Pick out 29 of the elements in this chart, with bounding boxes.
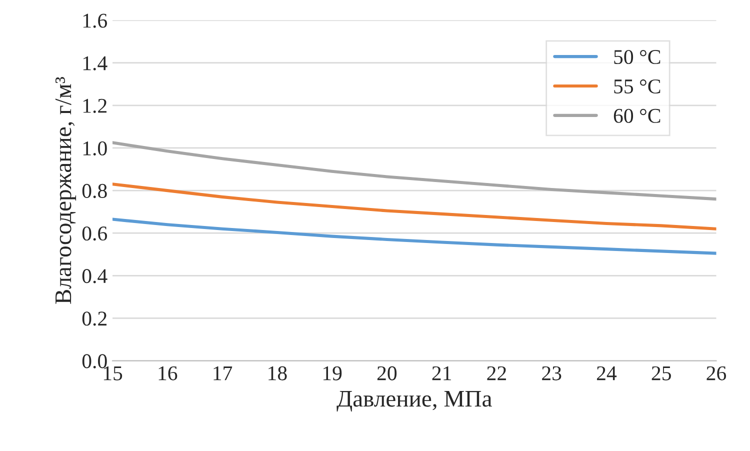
y-tick-label: 1.2 [83,98,106,113]
x-tick-label: 18 [268,366,287,380]
y-tick-label: 0.6 [82,226,108,241]
x-tick-label: 23 [542,366,562,380]
x-tick-label: 17 [214,366,232,380]
y-tick-label: 1.6 [83,14,108,28]
y-tick-label: 1.0 [83,141,107,156]
x-tick-label: 22 [487,366,506,380]
line-series [112,141,716,201]
y-tick-label: 0.8 [82,184,107,198]
x-tick-label: 26 [706,366,726,380]
x-tick-label: 25 [652,366,671,380]
x-tick-label: 15 [104,366,122,380]
line-series [112,182,716,230]
x-tick-label: 16 [158,366,178,380]
x-tick-label: 21 [432,366,451,380]
legend-label: 50 °C [614,50,660,64]
legend-label: 60 °C [614,108,660,123]
x-tick-label: 24 [596,366,617,380]
legend-label: 55 °C [614,79,660,94]
y-axis-title: Влагосодержание, г/м³ [55,76,76,304]
y-tick-label: 0.4 [82,269,108,284]
line-series [112,218,716,255]
x-axis-title: Давление, МПа [336,391,492,412]
y-tick-label: 0.0 [82,354,107,368]
y-tick-label: 1.4 [83,56,108,70]
y-tick-label: 0.2 [82,312,106,326]
x-tick-label: 19 [323,366,342,380]
x-tick-label: 20 [377,366,397,380]
